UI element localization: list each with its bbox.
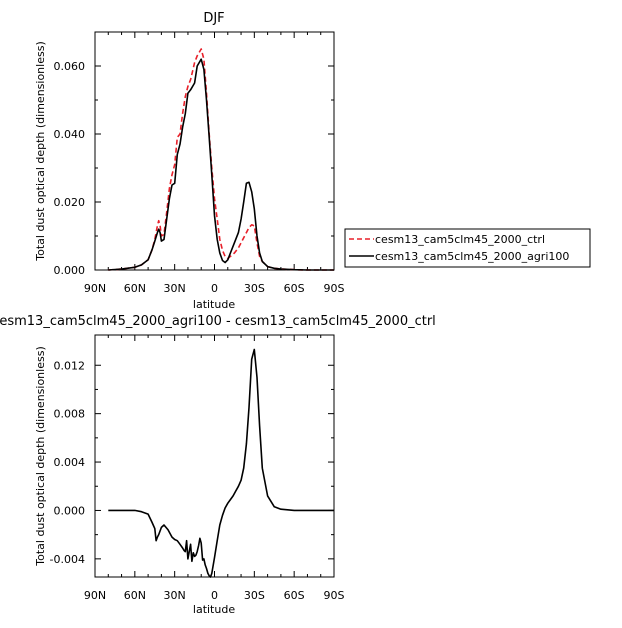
bottom-y-tick-label: 0.012: [54, 359, 86, 372]
top-x-tick-label: 90N: [84, 282, 106, 295]
bottom-x-axis-label: latitude: [193, 603, 235, 616]
bottom-y-ticks: -0.004 0.000 0.004 0.008 0.012: [50, 359, 334, 566]
top-y-tick-label: 0.000: [54, 264, 86, 277]
top-y-axis-label: Total dust optical depth (dimensionless): [34, 41, 47, 261]
bottom-x-tick-label: 60N: [124, 589, 146, 602]
bottom-y-tick-label: 0.000: [54, 504, 86, 517]
bottom-x-tick-label: 90N: [84, 589, 106, 602]
bottom-x-tick-label: 30S: [244, 589, 265, 602]
bottom-plot-frame: [94, 334, 335, 578]
bottom-y-tick-label: 0.008: [54, 408, 86, 421]
legend-box: [344, 228, 591, 268]
legend-label-ctrl: cesm13_cam5clm45_2000_ctrl: [375, 233, 545, 246]
bottom-y-tick-label: 0.004: [54, 456, 86, 469]
bottom-y-tick-label: -0.004: [50, 553, 85, 566]
top-y-tick-label: 0.020: [54, 196, 86, 209]
top-y-tick-label: 0.040: [54, 128, 86, 141]
bottom-series-line-0: [108, 348, 334, 578]
top-y-ticks: 0.000 0.020 0.040 0.060: [54, 60, 334, 277]
top-x-tick-label: 30S: [244, 282, 265, 295]
top-x-tick-label: 60S: [284, 282, 305, 295]
bottom-panel-title: cesm13_cam5clm45_2000_agri100 - cesm13_c…: [0, 314, 436, 329]
top-series-lines: [108, 48, 334, 271]
top-x-tick-label: 30N: [164, 282, 186, 295]
bottom-x-ticks: 90N 60N 30N 0 30S 60S 90S: [84, 335, 345, 602]
bottom-series-lines: [108, 348, 334, 578]
top-panel-title: DJF: [203, 11, 224, 26]
bottom-panel: cesm13_cam5clm45_2000_agri100 - cesm13_c…: [0, 314, 436, 616]
top-x-ticks: 90N 60N 30N 0 30S 60S 90S: [84, 32, 345, 295]
bottom-x-tick-label: 0: [211, 589, 218, 602]
legend: cesm13_cam5clm45_2000_ctrl cesm13_cam5cl…: [344, 228, 591, 268]
top-x-tick-label: 90S: [324, 282, 345, 295]
top-panel: DJF 90N 60N 30N 0 30S 60S 90S 0.0000.0200.0400…: [34, 11, 345, 311]
legend-label-agri100: cesm13_cam5clm45_2000_agri100: [375, 250, 569, 263]
top-series-line-0: [108, 48, 334, 271]
top-plot-frame: [94, 31, 335, 271]
top-x-tick-label: 0: [211, 282, 218, 295]
top-x-tick-label: 60N: [124, 282, 146, 295]
bottom-x-tick-label: 60S: [284, 589, 305, 602]
top-y-tick-label: 0.060: [54, 60, 86, 73]
bottom-y-axis-label: Total dust optical depth (dimensionless): [34, 346, 47, 566]
bottom-x-tick-label: 30N: [164, 589, 186, 602]
top-x-axis-label: latitude: [193, 298, 235, 311]
top-series-line-1: [108, 58, 334, 271]
bottom-x-tick-label: 90S: [324, 589, 345, 602]
